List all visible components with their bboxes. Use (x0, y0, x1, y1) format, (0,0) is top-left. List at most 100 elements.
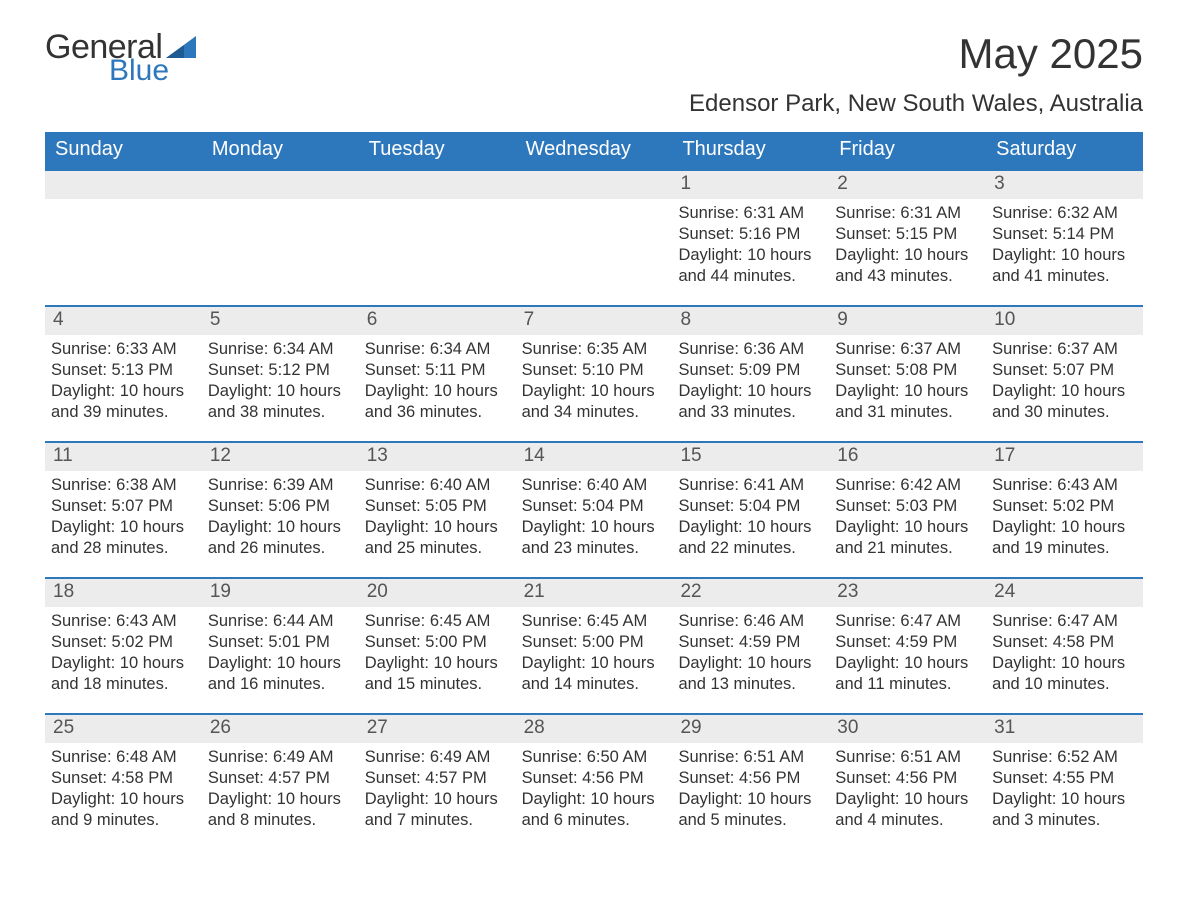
sunset-line: Sunset: 5:01 PM (208, 632, 353, 653)
logo-word-blue: Blue (109, 56, 196, 86)
sunset-line: Sunset: 5:02 PM (992, 496, 1137, 517)
sunrise-line: Sunrise: 6:34 AM (365, 339, 510, 360)
day-number: 7 (516, 305, 673, 335)
sunset-line: Sunset: 4:58 PM (992, 632, 1137, 653)
sunrise-line: Sunrise: 6:47 AM (992, 611, 1137, 632)
sunrise-line: Sunrise: 6:50 AM (522, 747, 667, 768)
day-number: 21 (516, 577, 673, 607)
day-number: 28 (516, 713, 673, 743)
daylight-line: Daylight: 10 hours and 3 minutes. (992, 789, 1137, 831)
sunset-line: Sunset: 5:05 PM (365, 496, 510, 517)
day-details: Sunrise: 6:51 AMSunset: 4:56 PMDaylight:… (829, 743, 986, 835)
day-19: 19Sunrise: 6:44 AMSunset: 5:01 PMDayligh… (202, 577, 359, 713)
day-number: 29 (672, 713, 829, 743)
daylight-line: Daylight: 10 hours and 30 minutes. (992, 381, 1137, 423)
day-number: 26 (202, 713, 359, 743)
daylight-line: Daylight: 10 hours and 43 minutes. (835, 245, 980, 287)
daylight-line: Daylight: 10 hours and 14 minutes. (522, 653, 667, 695)
day-details: Sunrise: 6:43 AMSunset: 5:02 PMDaylight:… (986, 471, 1143, 563)
logo: General Blue (45, 30, 196, 86)
day-30: 30Sunrise: 6:51 AMSunset: 4:56 PMDayligh… (829, 713, 986, 849)
day-26: 26Sunrise: 6:49 AMSunset: 4:57 PMDayligh… (202, 713, 359, 849)
sunset-line: Sunset: 5:13 PM (51, 360, 196, 381)
day-number (359, 169, 516, 199)
week-row: 18Sunrise: 6:43 AMSunset: 5:02 PMDayligh… (45, 577, 1143, 713)
daylight-line: Daylight: 10 hours and 33 minutes. (678, 381, 823, 423)
sunset-line: Sunset: 4:56 PM (522, 768, 667, 789)
day-details: Sunrise: 6:31 AMSunset: 5:16 PMDaylight:… (672, 199, 829, 291)
sunrise-line: Sunrise: 6:35 AM (522, 339, 667, 360)
day-number: 30 (829, 713, 986, 743)
day-8: 8Sunrise: 6:36 AMSunset: 5:09 PMDaylight… (672, 305, 829, 441)
daylight-line: Daylight: 10 hours and 34 minutes. (522, 381, 667, 423)
dow-saturday: Saturday (986, 132, 1143, 169)
sunset-line: Sunset: 5:04 PM (678, 496, 823, 517)
daylight-line: Daylight: 10 hours and 18 minutes. (51, 653, 196, 695)
sunrise-line: Sunrise: 6:32 AM (992, 203, 1137, 224)
sunrise-line: Sunrise: 6:43 AM (51, 611, 196, 632)
day-number: 19 (202, 577, 359, 607)
sunrise-line: Sunrise: 6:49 AM (208, 747, 353, 768)
sunset-line: Sunset: 5:15 PM (835, 224, 980, 245)
daylight-line: Daylight: 10 hours and 6 minutes. (522, 789, 667, 831)
day-9: 9Sunrise: 6:37 AMSunset: 5:08 PMDaylight… (829, 305, 986, 441)
day-details: Sunrise: 6:46 AMSunset: 4:59 PMDaylight:… (672, 607, 829, 699)
sunrise-line: Sunrise: 6:39 AM (208, 475, 353, 496)
day-details: Sunrise: 6:52 AMSunset: 4:55 PMDaylight:… (986, 743, 1143, 835)
day-11: 11Sunrise: 6:38 AMSunset: 5:07 PMDayligh… (45, 441, 202, 577)
day-21: 21Sunrise: 6:45 AMSunset: 5:00 PMDayligh… (516, 577, 673, 713)
daylight-line: Daylight: 10 hours and 21 minutes. (835, 517, 980, 559)
sunrise-line: Sunrise: 6:45 AM (522, 611, 667, 632)
sunrise-line: Sunrise: 6:33 AM (51, 339, 196, 360)
sunrise-line: Sunrise: 6:52 AM (992, 747, 1137, 768)
sunrise-line: Sunrise: 6:45 AM (365, 611, 510, 632)
daylight-line: Daylight: 10 hours and 25 minutes. (365, 517, 510, 559)
day-31: 31Sunrise: 6:52 AMSunset: 4:55 PMDayligh… (986, 713, 1143, 849)
day-details: Sunrise: 6:33 AMSunset: 5:13 PMDaylight:… (45, 335, 202, 427)
sunrise-line: Sunrise: 6:31 AM (835, 203, 980, 224)
sunrise-line: Sunrise: 6:46 AM (678, 611, 823, 632)
day-20: 20Sunrise: 6:45 AMSunset: 5:00 PMDayligh… (359, 577, 516, 713)
sunrise-line: Sunrise: 6:40 AM (522, 475, 667, 496)
day-number (202, 169, 359, 199)
day-details: Sunrise: 6:40 AMSunset: 5:05 PMDaylight:… (359, 471, 516, 563)
calendar-weeks: 1Sunrise: 6:31 AMSunset: 5:16 PMDaylight… (45, 169, 1143, 849)
day-number: 18 (45, 577, 202, 607)
sunrise-line: Sunrise: 6:44 AM (208, 611, 353, 632)
day-number: 24 (986, 577, 1143, 607)
dow-monday: Monday (202, 132, 359, 169)
day-number: 8 (672, 305, 829, 335)
daylight-line: Daylight: 10 hours and 26 minutes. (208, 517, 353, 559)
daylight-line: Daylight: 10 hours and 7 minutes. (365, 789, 510, 831)
daylight-line: Daylight: 10 hours and 39 minutes. (51, 381, 196, 423)
dow-tuesday: Tuesday (359, 132, 516, 169)
day-29: 29Sunrise: 6:51 AMSunset: 4:56 PMDayligh… (672, 713, 829, 849)
sunrise-line: Sunrise: 6:36 AM (678, 339, 823, 360)
day-7: 7Sunrise: 6:35 AMSunset: 5:10 PMDaylight… (516, 305, 673, 441)
day-number: 5 (202, 305, 359, 335)
day-number: 1 (672, 169, 829, 199)
sunrise-line: Sunrise: 6:48 AM (51, 747, 196, 768)
day-4: 4Sunrise: 6:33 AMSunset: 5:13 PMDaylight… (45, 305, 202, 441)
day-2: 2 Sunrise: 6:31 AMSunset: 5:15 PMDaylight… (829, 169, 986, 305)
logo-triangle-icon (166, 36, 196, 58)
sunset-line: Sunset: 4:59 PM (678, 632, 823, 653)
day-empty (359, 169, 516, 305)
day-number: 13 (359, 441, 516, 471)
daylight-line: Daylight: 10 hours and 11 minutes. (835, 653, 980, 695)
sunset-line: Sunset: 5:07 PM (51, 496, 196, 517)
day-details: Sunrise: 6:37 AMSunset: 5:07 PMDaylight:… (986, 335, 1143, 427)
sunset-line: Sunset: 5:04 PM (522, 496, 667, 517)
day-number: 6 (359, 305, 516, 335)
day-10: 10Sunrise: 6:37 AMSunset: 5:07 PMDayligh… (986, 305, 1143, 441)
sunrise-line: Sunrise: 6:31 AM (678, 203, 823, 224)
sunrise-line: Sunrise: 6:49 AM (365, 747, 510, 768)
day-12: 12Sunrise: 6:39 AMSunset: 5:06 PMDayligh… (202, 441, 359, 577)
daylight-line: Daylight: 10 hours and 5 minutes. (678, 789, 823, 831)
sunset-line: Sunset: 4:59 PM (835, 632, 980, 653)
daylight-line: Daylight: 10 hours and 28 minutes. (51, 517, 196, 559)
sunrise-line: Sunrise: 6:42 AM (835, 475, 980, 496)
day-number: 2 (829, 169, 986, 199)
dow-thursday: Thursday (672, 132, 829, 169)
sunrise-line: Sunrise: 6:47 AM (835, 611, 980, 632)
